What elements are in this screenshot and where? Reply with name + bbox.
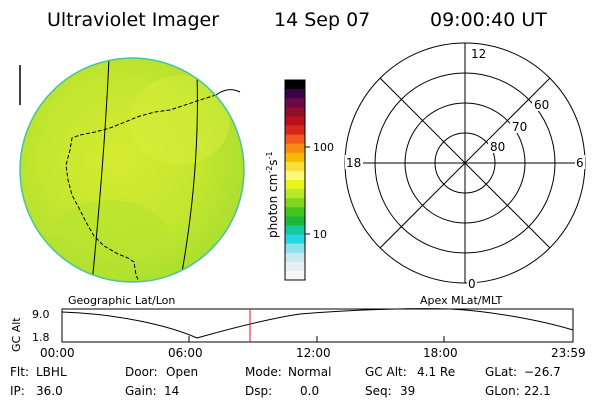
observation-date: 14 Sep 07 [274,9,370,31]
info-dsp-value: 0.0 [300,384,319,398]
left-caption: Geographic Lat/Lon [68,294,175,307]
colorbar-cell [285,143,305,154]
colorbar-tick-10: 10 [313,228,327,241]
timeline-xtick: 12:00 [296,346,331,360]
diagonal-line [379,77,551,249]
colorbar-cell [285,189,305,199]
info-gain-value: 14 [164,384,179,398]
info-door-label: Door: [125,365,158,379]
colorbar-cell [285,198,305,208]
mlt-label-18: 18 [346,156,361,170]
colorbar-cell [285,180,305,190]
coastline-outside [215,89,241,96]
colorbar-cell [285,116,305,126]
info-glat-label: GLat: [485,365,517,379]
colorbar-cell [285,252,305,263]
info-glon-value: 22.1 [524,384,551,398]
altitude-timeline: GC Alt 9.0 1.8 00:00 06:00 12:00 18:00 2… [10,308,586,360]
colorbar-frame [284,79,306,281]
mlt-label-0: 0 [468,277,476,291]
timeline-xtick: 18:00 [423,346,458,360]
info-ip-value: 36.0 [36,384,63,398]
colorbar-cell [285,161,305,172]
colorbar-unit-label: photon cm-2s-1 [265,151,280,238]
altitude-curve [61,308,574,339]
colorbar-cell [285,107,305,117]
timeline-xtick: 06:00 [168,346,203,360]
colorbar-cells [285,80,305,281]
timeline-xtick: 23:59 [551,346,586,360]
colorbar-tick-100: 100 [313,141,334,154]
colorbar-cell [285,216,305,226]
longitude-line [181,73,198,273]
colorbar-cell [285,125,305,136]
info-seq-label: Seq: [365,384,392,398]
timeline-xtick: 00:00 [40,346,75,360]
info-glat-value: −26.7 [524,365,561,379]
info-gain-label: Gain: [125,384,157,398]
geographic-image-panel: Geographic Lat/Lon [19,57,245,307]
instrument-title: Ultraviolet Imager [47,9,219,31]
info-glon-label: GLon: [485,384,520,398]
mlat-label-70: 70 [512,120,527,134]
mlat-label-80: 80 [490,140,505,154]
longitude-line [91,58,110,282]
timeline-ytick-9: 9.0 [32,308,50,321]
info-dsp-label: Dsp: [245,384,272,398]
colorbar-cell [285,170,305,181]
polar-grid-panel: 12 18 6 0 60 70 80 Apex MLat/MLT [344,42,586,307]
info-flt-value: LBHL [36,365,67,379]
colorbar-cell [285,261,305,272]
right-caption: Apex MLat/MLT [420,294,503,307]
info-mode-label: Mode: [245,365,282,379]
colorbar-cell [285,152,305,163]
colorbar: 100 10 photon cm-2s-1 [265,79,334,281]
colorbar-cell [285,207,305,217]
info-seq-value: 39 [400,384,415,398]
colorbar-cell [285,270,305,281]
observation-time: 09:00:40 UT [430,9,547,31]
info-gcalt-value: 4.1 Re [417,365,455,379]
info-door-value: Open [166,365,198,379]
colorbar-cell [285,234,305,245]
image-limb [19,57,245,283]
mlt-label-12: 12 [471,47,486,61]
mlat-label-60: 60 [534,98,549,112]
colorbar-cell [285,80,305,90]
info-block: Flt: LBHL Door: Open Mode: Normal GC Alt… [10,365,561,398]
timeline-ylabel: GC Alt [10,317,23,352]
info-gcalt-label: GC Alt: [365,365,407,379]
info-mode-value: Normal [288,365,331,379]
colorbar-cell [285,225,305,236]
colorbar-cell [285,98,305,108]
colorbar-cell [285,134,305,145]
colorbar-cell [285,89,305,99]
timeline-ytick-1.8: 1.8 [32,331,50,344]
coastline [65,94,217,282]
colorbar-cell [285,243,305,254]
info-flt-label: Flt: [10,365,29,379]
info-ip-label: IP: [10,384,25,398]
mlt-label-6: 6 [576,156,584,170]
